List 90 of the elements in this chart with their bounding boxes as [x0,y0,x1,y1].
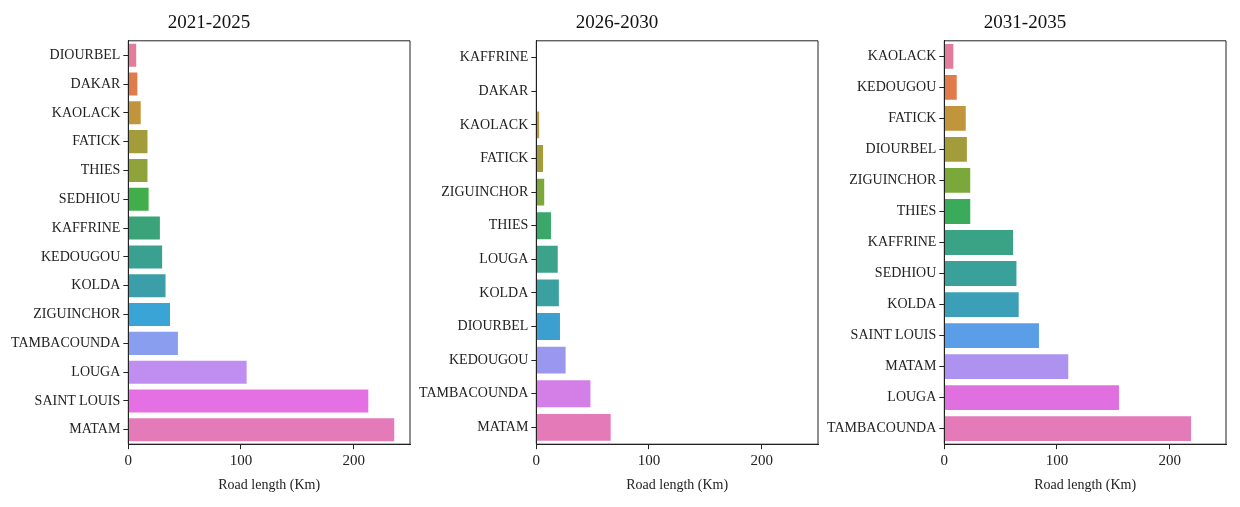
x-tick-label: 200 [342,452,365,469]
y-tick-label: TAMBACOUNDA [827,420,938,436]
y-tick-label: KAOLACK [51,104,121,120]
bar [944,43,954,69]
bar [944,230,1014,255]
y-tick-label: KOLDA [479,284,530,300]
y-tick-label: TAMBACOUNDA [11,335,122,351]
x-tick-label: 0 [124,452,133,469]
y-tick-label: KAOLACK [867,47,937,63]
y-tick-label: ZIGUINCHOR [441,183,529,199]
bar [128,72,138,96]
y-tick-label: ZIGUINCHOR [849,172,937,188]
y-tick-label: KEDOUGOU [41,248,121,264]
bar [536,380,591,408]
y-tick-label: KEDOUGOU [857,79,937,95]
y-tick-label: MATAM [69,421,121,437]
y-tick-label: SEDHIOU [58,190,121,206]
y-tick-label: ZIGUINCHOR [33,306,121,322]
y-tick-label: KAOLACK [459,116,529,132]
bar [128,187,149,211]
bar [128,303,171,327]
bar [944,168,971,193]
bar [128,274,166,298]
x-tick-label: 0 [532,452,541,469]
chart-title: 2021-2025 [167,11,251,33]
y-tick-label: SAINT LOUIS [34,392,121,408]
bar [536,145,544,172]
bar [536,346,566,374]
y-tick-label: FATICK [888,110,937,126]
y-tick-label: DIOURBEL [457,318,529,334]
bar [944,261,1017,286]
bar [128,216,160,240]
y-tick-label: DAKAR [478,82,529,98]
x-tick-label: 200 [1158,452,1181,469]
y-tick-label: THIES [488,217,529,233]
bar [944,105,966,131]
y-tick-label: LOUGA [71,363,122,379]
bar [944,137,967,162]
y-tick-label: THIES [896,203,937,219]
x-tick-label: 100 [229,452,253,469]
y-tick-label: LOUGA [479,250,530,266]
x-axis-title: Road length (Km) [218,477,321,494]
bar [128,245,163,269]
bar [128,43,137,67]
bar [944,74,957,100]
x-axis-title: Road length (Km) [626,477,729,494]
x-tick-label: 200 [750,452,773,469]
bar [128,360,247,384]
chart-title: 2031-2035 [983,11,1067,33]
y-tick-label: KOLDA [887,296,938,312]
bar [128,158,148,182]
bar [944,292,1019,317]
y-tick-label: FATICK [72,133,121,149]
y-tick-label: SAINT LOUIS [850,327,937,343]
y-tick-label: LOUGA [887,389,938,405]
y-tick-label: KOLDA [71,277,122,293]
y-tick-label: SEDHIOU [874,265,937,281]
x-tick-label: 0 [940,452,949,469]
y-tick-label: KEDOUGOU [449,351,529,367]
bar [128,331,178,355]
chart-title: 2026-2030 [575,11,659,33]
y-tick-label: MATAM [885,358,937,374]
bar [536,413,611,441]
y-tick-label: KAFFRINE [459,49,529,65]
y-tick-label: DAKAR [70,75,121,91]
bar [536,245,558,273]
bar [944,385,1119,411]
bar [128,389,369,413]
bar [944,199,971,224]
y-tick-label: KAFFRINE [51,219,121,235]
x-axis-title: Road length (Km) [1034,477,1137,494]
y-tick-label: FATICK [480,150,529,166]
bar [944,354,1069,380]
bar [128,418,395,442]
bar [536,178,545,206]
y-tick-label: MATAM [477,419,529,435]
y-tick-label: DIOURBEL [865,141,937,157]
y-tick-label: DIOURBEL [49,46,121,62]
bar [944,323,1039,349]
bar [536,212,551,240]
bar [536,279,559,307]
bar [128,130,148,154]
y-tick-label: TAMBACOUNDA [419,385,530,401]
bar [128,101,141,125]
x-tick-label: 100 [1045,452,1069,469]
x-tick-label: 100 [637,452,661,469]
y-tick-label: THIES [80,162,121,178]
bar [536,313,560,340]
bar [944,416,1192,442]
y-tick-label: KAFFRINE [867,234,937,250]
